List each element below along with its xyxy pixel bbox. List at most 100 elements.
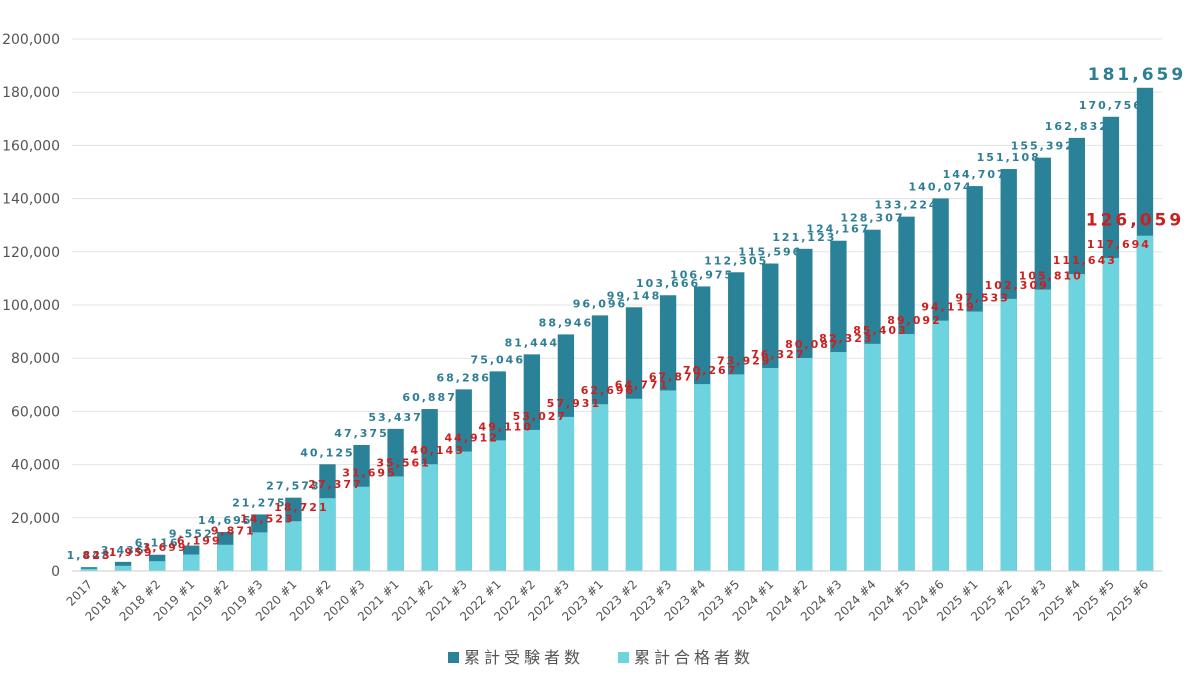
- bar: [251, 532, 268, 571]
- value-label: 121,123: [772, 231, 836, 244]
- value-label: 57,931: [547, 397, 601, 410]
- y-tick-label: 0: [51, 564, 60, 580]
- y-tick-label: 200,000: [2, 32, 60, 48]
- bar: [523, 429, 541, 571]
- bar: [285, 521, 302, 571]
- value-label: 62,696: [581, 384, 635, 397]
- value-label: 14,695: [198, 514, 252, 527]
- value-label: 68,286: [436, 371, 490, 384]
- value-label: 151,108: [977, 151, 1041, 164]
- bar: [728, 374, 745, 571]
- bar: [557, 416, 575, 571]
- value-label: 133,224: [874, 199, 938, 212]
- bar: [1034, 289, 1051, 571]
- bar: [421, 464, 438, 571]
- value-label: 9,871: [211, 525, 256, 538]
- bar: [148, 561, 166, 571]
- bar: [114, 565, 132, 571]
- bar: [591, 404, 609, 571]
- bar: [387, 476, 404, 571]
- bar: [319, 498, 336, 571]
- value-label: 40,125: [300, 446, 354, 459]
- value-label: 80,087: [785, 338, 839, 351]
- bar: [80, 568, 98, 571]
- value-label: 76,327: [751, 348, 805, 361]
- bar: [693, 384, 711, 571]
- value-label: 106,975: [670, 268, 734, 281]
- value-label: 115,596: [738, 246, 802, 259]
- value-label: 49,110: [479, 420, 533, 433]
- legend-swatch: [448, 652, 459, 663]
- value-label: 170,756: [1079, 99, 1143, 112]
- y-tick-label: 60,000: [11, 404, 60, 420]
- bar: [830, 352, 847, 571]
- value-label: 82,323: [819, 332, 873, 345]
- value-label: 96,096: [573, 297, 627, 310]
- bar: [1136, 235, 1154, 572]
- value-label: 14,523: [240, 512, 294, 525]
- value-label: 75,046: [471, 353, 525, 366]
- value-label: 124,167: [806, 223, 870, 236]
- value-label: 97,533: [955, 292, 1009, 305]
- value-label: 27,573: [266, 480, 320, 493]
- value-label: 47,375: [334, 427, 388, 440]
- bar: [864, 343, 881, 571]
- value-label: 105,810: [1019, 270, 1083, 283]
- bar: [898, 334, 915, 571]
- bar: [659, 390, 677, 571]
- value-label: 53,437: [368, 411, 422, 424]
- value-label: 1,448: [67, 549, 112, 562]
- value-label: 3,699: [143, 541, 188, 554]
- value-label: 99,148: [607, 289, 661, 302]
- value-label: 6,199: [177, 535, 222, 548]
- value-label: 823: [83, 549, 112, 562]
- value-label: 181,659: [1088, 65, 1186, 85]
- bar: [455, 451, 472, 571]
- y-tick-label: 20,000: [11, 511, 60, 527]
- value-label: 6,116: [135, 537, 180, 550]
- legend-label: 累計受験者数: [464, 648, 584, 667]
- value-label: 67,877: [649, 370, 703, 383]
- value-label: 73,929: [717, 354, 771, 367]
- value-label: 53,027: [513, 410, 567, 423]
- bar: [217, 544, 234, 571]
- bar: [183, 554, 200, 571]
- y-tick-label: 180,000: [2, 85, 60, 101]
- value-label: 31,695: [342, 467, 396, 480]
- value-label: 70,267: [683, 364, 737, 377]
- value-label: 144,707: [943, 168, 1007, 181]
- value-label: 162,832: [1045, 120, 1109, 133]
- y-tick-label: 120,000: [2, 245, 60, 261]
- bar: [796, 357, 813, 571]
- value-label: 40,143: [410, 444, 464, 457]
- value-label: 85,403: [853, 324, 907, 337]
- value-label: 103,666: [636, 277, 700, 290]
- x-tick-label: 2017: [64, 577, 95, 608]
- value-label: 89,092: [887, 314, 941, 327]
- bar: [932, 320, 949, 571]
- value-label: 9,552: [169, 528, 214, 541]
- bar: [1068, 274, 1086, 571]
- bar: [1000, 298, 1017, 571]
- legend-swatch: [618, 652, 630, 663]
- y-tick-label: 160,000: [2, 138, 60, 154]
- value-label: 35,561: [376, 456, 430, 469]
- value-label: 3,436: [101, 544, 146, 557]
- value-label: 140,074: [909, 180, 973, 193]
- value-label: 128,307: [840, 212, 904, 225]
- value-label: 60,887: [402, 391, 456, 404]
- legend-label: 累計合格者数: [634, 648, 754, 667]
- bar: [625, 398, 643, 571]
- y-tick-label: 80,000: [11, 351, 60, 367]
- value-label: 112,305: [704, 254, 768, 267]
- bar: [1102, 257, 1120, 571]
- value-label: 111,643: [1053, 254, 1117, 267]
- value-label: 155,392: [1011, 140, 1075, 153]
- value-label: 117,694: [1087, 238, 1151, 251]
- y-tick-label: 40,000: [11, 458, 60, 474]
- value-label: 1,959: [109, 546, 154, 559]
- bar: [489, 440, 506, 571]
- value-label: 27,377: [308, 478, 362, 491]
- value-label: 18,721: [274, 501, 328, 514]
